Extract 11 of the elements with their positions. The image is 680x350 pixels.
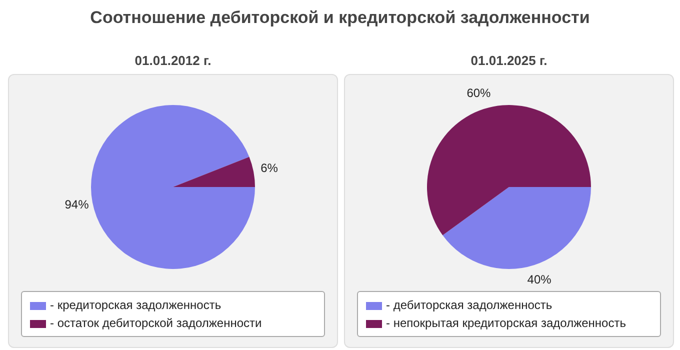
chart-title: Соотношение дебиторской и кредиторской задолженности — [89, 8, 591, 29]
data-label: 94% — [64, 198, 90, 212]
legend-label: - остаток дебиторской задолженности — [50, 316, 262, 330]
legend-label: - непокрытая кредиторская задолженность — [386, 316, 626, 330]
data-label: 6% — [260, 160, 278, 175]
chart-subtitle: 01.01.2025 г. — [470, 52, 548, 70]
chart-subtitle: 01.01.2012 г. — [134, 52, 212, 70]
data-label: 40% — [527, 272, 552, 287]
data-label: 60% — [466, 86, 492, 100]
legend-label: - дебиторская задолженность — [386, 298, 552, 312]
legend-label: - кредиторская задолженность — [50, 298, 222, 312]
